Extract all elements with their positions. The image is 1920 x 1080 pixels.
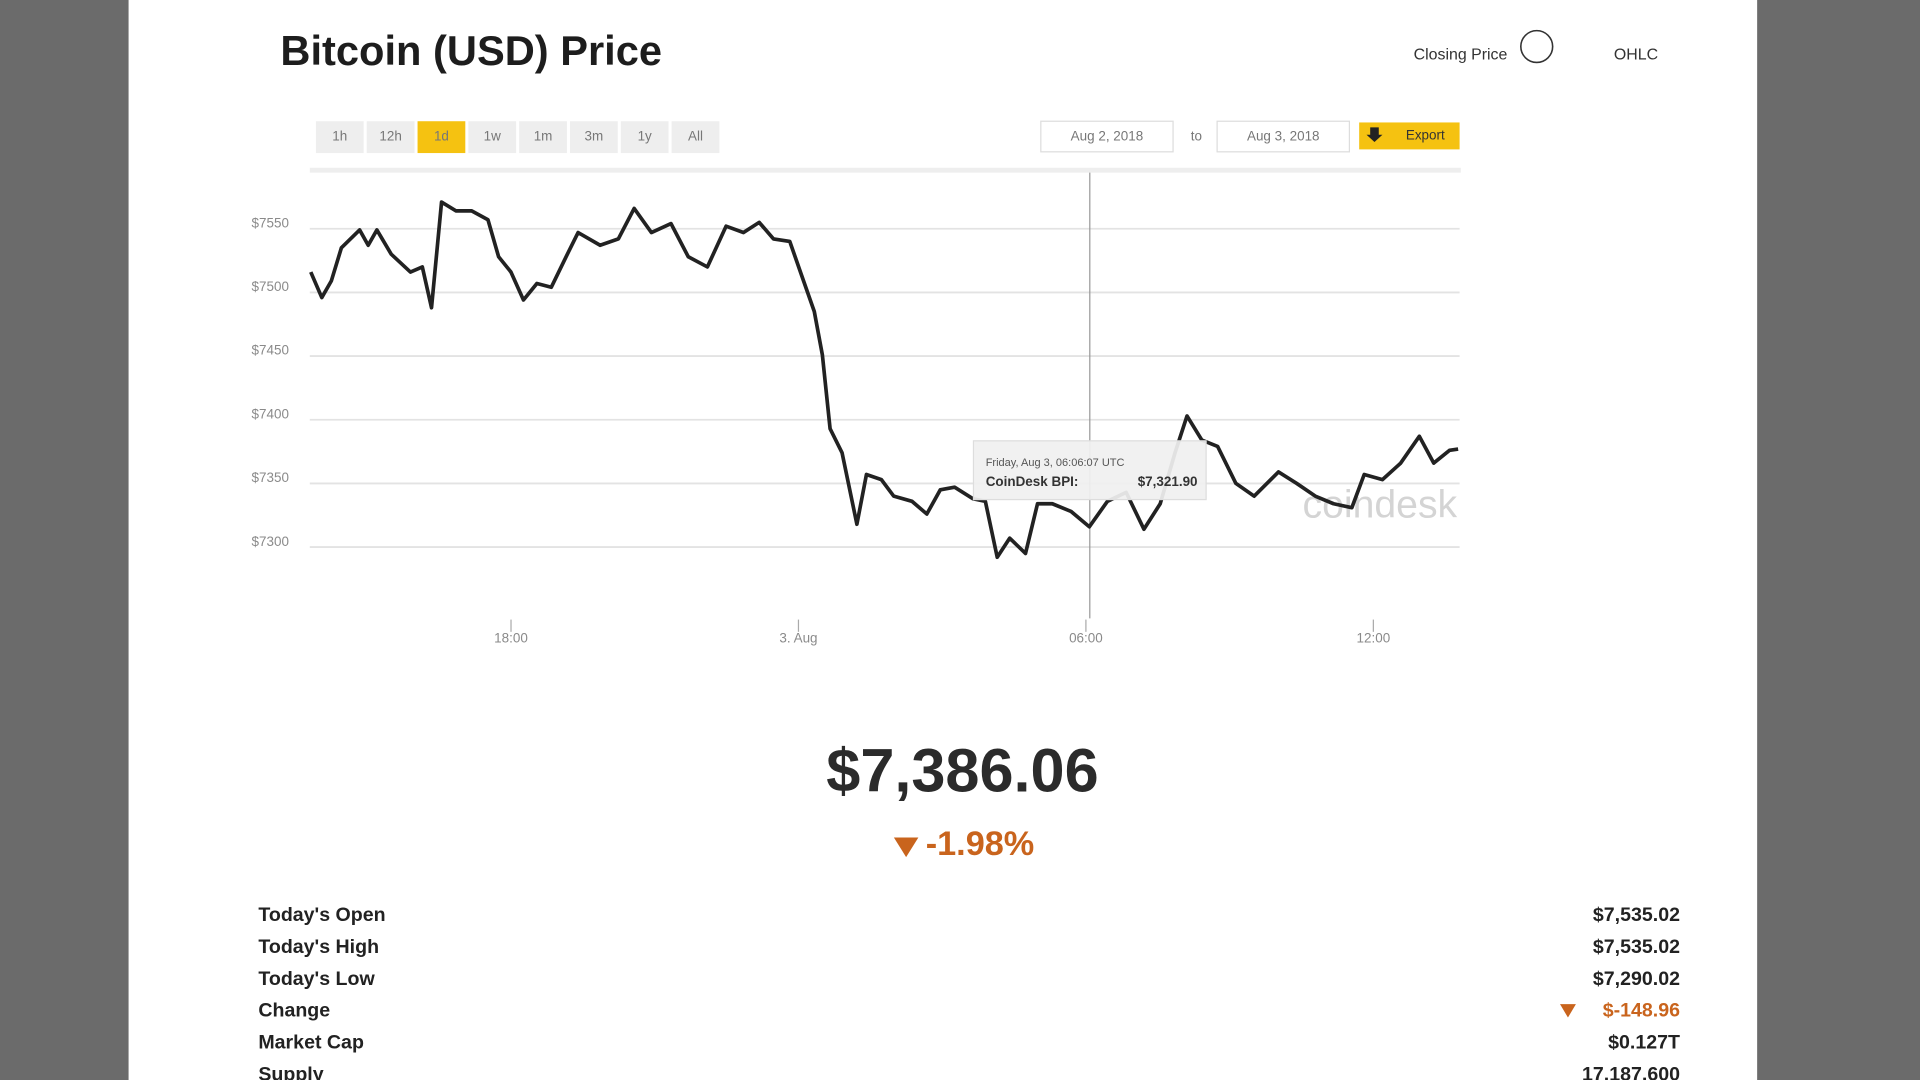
range-button[interactable] [366,121,415,154]
range-buttons: 1h 12h 1d 1w 1m 3m 1y All [315,121,720,154]
stat-label: Today's High [258,936,379,958]
y-tick-label: $7500 [252,279,289,294]
y-tick-label: $7450 [252,343,289,358]
price-line [309,200,1459,560]
range-button[interactable] [570,121,618,154]
down-arrow [1560,1004,1576,1018]
range-button-label: 1d [434,129,449,144]
range-button[interactable] [417,121,466,154]
range-button-label: 1w [484,129,501,144]
range-button-label: All [688,129,703,144]
range-button[interactable] [519,121,567,154]
stat-label: Change [258,1000,330,1022]
stat-value: $7,535.02 [1593,936,1680,958]
range-button[interactable] [468,121,517,154]
range-button-label: 12h [379,129,401,144]
stat-value: $7,290.02 [1593,968,1680,990]
stat-value: $7,535.02 [1593,904,1680,926]
date-to: Aug 3, 2018 [1247,129,1320,144]
x-tick-label: 18:00 [494,631,528,646]
y-tick-label: $7400 [252,406,289,421]
date-separator: to [1191,129,1202,144]
date-input[interactable] [1040,120,1174,153]
stat-label: Today's Open [258,904,385,926]
stat-label: Supply [258,1063,323,1080]
x-tick-label: 12:00 [1357,631,1391,646]
stat-label: Market Cap [258,1031,364,1053]
grid: $7300 $7350 $7400 $7450 $7500 $7550 18:00 3. Au… [252,215,1460,646]
date-input[interactable] [1216,120,1350,153]
tooltip-label: CoinDesk BPI: [986,474,1079,489]
tooltip-value: $7,321.90 [1138,474,1198,489]
date-from: Aug 2, 2018 [1071,129,1144,144]
view-option[interactable]: OHLC [1614,46,1658,63]
tooltip [972,440,1207,501]
download-icon [1366,127,1383,143]
chart-top-band [309,167,1461,173]
range-button[interactable] [671,121,720,154]
stats-table: Today's Open $7,535.02 Today's High $7,5… [258,904,1680,1080]
y-tick-label: $7550 [252,215,289,230]
plot [309,200,1459,560]
stat-label: Today's Low [258,968,375,990]
stat-value: $0.127T [1608,1031,1680,1053]
range-button[interactable] [620,121,669,154]
range-button-label: 1m [534,129,553,144]
view-option[interactable]: Closing Price [1414,46,1508,63]
x-tick-label: 06:00 [1069,631,1103,646]
radio-button[interactable] [1520,29,1554,64]
x-tick-label: 3. Aug [779,631,817,646]
down-arrow [893,837,919,858]
tooltip-time: Friday, Aug 3, 06:06:07 UTC [986,457,1125,469]
price-change: -1.98% [926,825,1035,863]
y-tick-label: $7300 [252,534,289,549]
content-panel [128,0,1758,1080]
y-tick-label: $7350 [252,470,289,485]
range-button-label: 1h [332,129,347,144]
page-title: Bitcoin (USD) Price [280,27,662,74]
current-price: $7,386.06 [826,736,1098,804]
watermark: coindesk [1303,483,1458,526]
stat-value: $-148.96 [1603,1000,1680,1022]
range-button-label: 1y [638,129,652,144]
range-button[interactable] [315,121,364,154]
stat-value: 17,187,600 [1582,1063,1680,1080]
export-label: Export [1406,127,1445,142]
range-button-label: 3m [585,129,604,144]
